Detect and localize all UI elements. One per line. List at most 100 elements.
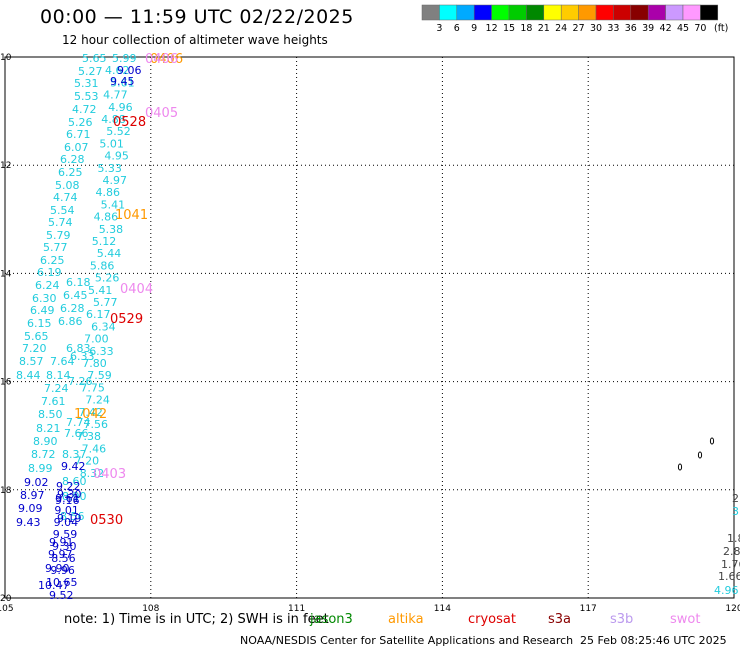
- wave-height-label: 6.45: [63, 289, 88, 302]
- wave-height-label: 7.74: [66, 416, 91, 429]
- wave-height-label: 7.46: [82, 442, 107, 455]
- page-title: 00:00 — 11:59 UTC 02/22/2025: [40, 6, 354, 28]
- wave-height-label: 4.97: [103, 174, 128, 187]
- wave-height-label: 9.90: [45, 562, 70, 575]
- scale-label: 24: [555, 23, 567, 34]
- wave-height-label: 9.30: [57, 488, 82, 501]
- wave-height-label: 4.72: [72, 103, 97, 116]
- wave-height-label: 2.8: [723, 545, 740, 558]
- wave-height-label: 4.74: [53, 191, 78, 204]
- wave-height-label: 8.97: [20, 489, 45, 502]
- scale-label: 33: [607, 23, 619, 34]
- wave-height-label: 5.12: [92, 235, 117, 248]
- latitude-tick-label: 18: [0, 486, 12, 496]
- scale-label: 36: [625, 23, 637, 34]
- color-scale-legend: 3 6 9 12 15 18 21 24 27 30 33 36 39 42 45 70 (ft): [421, 4, 728, 34]
- scale-label: 27: [573, 23, 585, 34]
- wave-height-label: 5.74: [48, 216, 73, 229]
- wave-height-label: 9.01: [54, 504, 79, 517]
- wave-height-label: 8.56: [51, 552, 75, 565]
- wave-height-label: 5.26: [68, 116, 93, 129]
- wave-height-label: 9.04: [54, 516, 79, 529]
- wave-height-label: 5.79: [46, 229, 71, 242]
- wave-height-label: 5.65: [82, 52, 107, 65]
- wave-height-label: 6.17: [86, 308, 111, 321]
- pass-id-label: 0530: [90, 513, 123, 528]
- wave-height-label: 7.00: [84, 333, 109, 346]
- wave-height-label: 1.76: [721, 558, 740, 571]
- wave-height-label: 3: [732, 505, 739, 518]
- wave-height-label: 2: [732, 492, 739, 505]
- pass-id-label: 0405: [145, 106, 178, 121]
- wave-height-label: 7.38: [77, 430, 102, 443]
- wave-height-label: 6.33: [89, 345, 114, 358]
- wave-height-label: 7.42: [78, 406, 103, 419]
- scale-label: 45: [677, 23, 689, 34]
- latitude-tick-label: 12: [0, 161, 11, 171]
- scale-label: 12: [486, 23, 498, 34]
- scale-label: 21: [538, 23, 550, 34]
- wave-height-label: 8.60: [62, 475, 87, 488]
- wave-height-label: 1.66: [718, 570, 740, 583]
- pass-id-label: 1041: [115, 208, 148, 223]
- wave-height-label: 5.26: [95, 272, 120, 285]
- wave-height-label: 5.41: [88, 284, 113, 297]
- wave-height-label: 8.56: [60, 510, 85, 523]
- wave-height-label: 7.59: [87, 369, 112, 382]
- footer-generated-time: 25 Feb 08:25:46 UTC 2025: [580, 634, 727, 647]
- wave-height-label: 5.41: [101, 198, 126, 211]
- wave-height-label: 5.99: [112, 52, 137, 65]
- wave-height-label: 7.64: [50, 355, 75, 368]
- scale-label: 70: [694, 23, 706, 34]
- island-outline: [697, 451, 703, 459]
- footer-note: note: 1) Time is in UTC; 2) SWH is in fe…: [64, 612, 329, 627]
- wave-height-label: 5.77: [43, 241, 68, 254]
- wave-height-label: 5.77: [93, 296, 118, 309]
- wave-height-label: 6.15: [27, 317, 52, 330]
- wave-height-label: 8.57: [19, 355, 44, 368]
- wave-height-label: 5.44: [97, 247, 122, 260]
- pass-id-label: 0528: [113, 115, 146, 130]
- wave-height-label: 4.77: [103, 89, 128, 102]
- wave-height-label: 6.07: [64, 141, 89, 154]
- satellite-legend-entry: s3a: [548, 612, 572, 627]
- wave-height-label: 6.71: [66, 128, 91, 141]
- scale-label: 15: [503, 23, 515, 34]
- wave-height-label: 4.96: [108, 101, 133, 114]
- wave-height-label: 8.72: [31, 448, 56, 461]
- scale-swatch: [700, 4, 719, 21]
- wave-height-label: 7.20: [22, 342, 47, 355]
- latitude-tick-label: 20: [0, 594, 12, 604]
- longitude-tick-label: 105: [0, 604, 14, 614]
- pass-id-label: 0529: [110, 312, 143, 327]
- wave-height-label: 7.56: [84, 418, 109, 431]
- wave-height-label: 5.31: [74, 77, 99, 90]
- page-subtitle: 12 hour collection of altimeter wave hei…: [62, 33, 328, 47]
- wave-height-label: 6.18: [66, 276, 91, 289]
- wave-height-label: 9.91: [49, 536, 74, 549]
- wave-height-label: 9.22: [56, 480, 81, 493]
- wave-height-label: 9.06: [117, 64, 142, 77]
- wave-height-label: 8.21: [36, 422, 61, 435]
- wave-height-label: 8.44: [16, 369, 41, 382]
- wave-height-label: 9.42: [61, 460, 86, 473]
- scale-unit: (ft): [714, 23, 728, 34]
- wave-height-label: 5.53: [74, 90, 99, 103]
- longitude-tick-label: 108: [142, 604, 159, 614]
- wave-height-label: 6.25: [40, 254, 65, 267]
- wave-height-label: 9.43: [16, 516, 41, 529]
- wave-height-label: 1.8: [727, 532, 740, 545]
- wave-height-label: 5.33: [97, 162, 122, 175]
- wave-height-label: 4.96: [714, 584, 739, 597]
- satellite-legend-entry: s3b: [610, 612, 634, 627]
- wave-height-label: 9.45: [110, 75, 135, 88]
- wave-height-label: 7.20: [75, 455, 100, 468]
- wave-height-label: 6.25: [58, 166, 83, 179]
- wave-height-label: 5.61: [110, 76, 135, 89]
- longitude-tick-label: 120: [725, 604, 740, 614]
- wave-height-label: 5.38: [99, 223, 124, 236]
- latitude-tick-label: 16: [0, 378, 12, 388]
- wave-height-label: 7.66: [64, 427, 89, 440]
- wave-height-label: 4.62: [105, 64, 130, 77]
- wave-height-label: 7.26: [68, 375, 93, 388]
